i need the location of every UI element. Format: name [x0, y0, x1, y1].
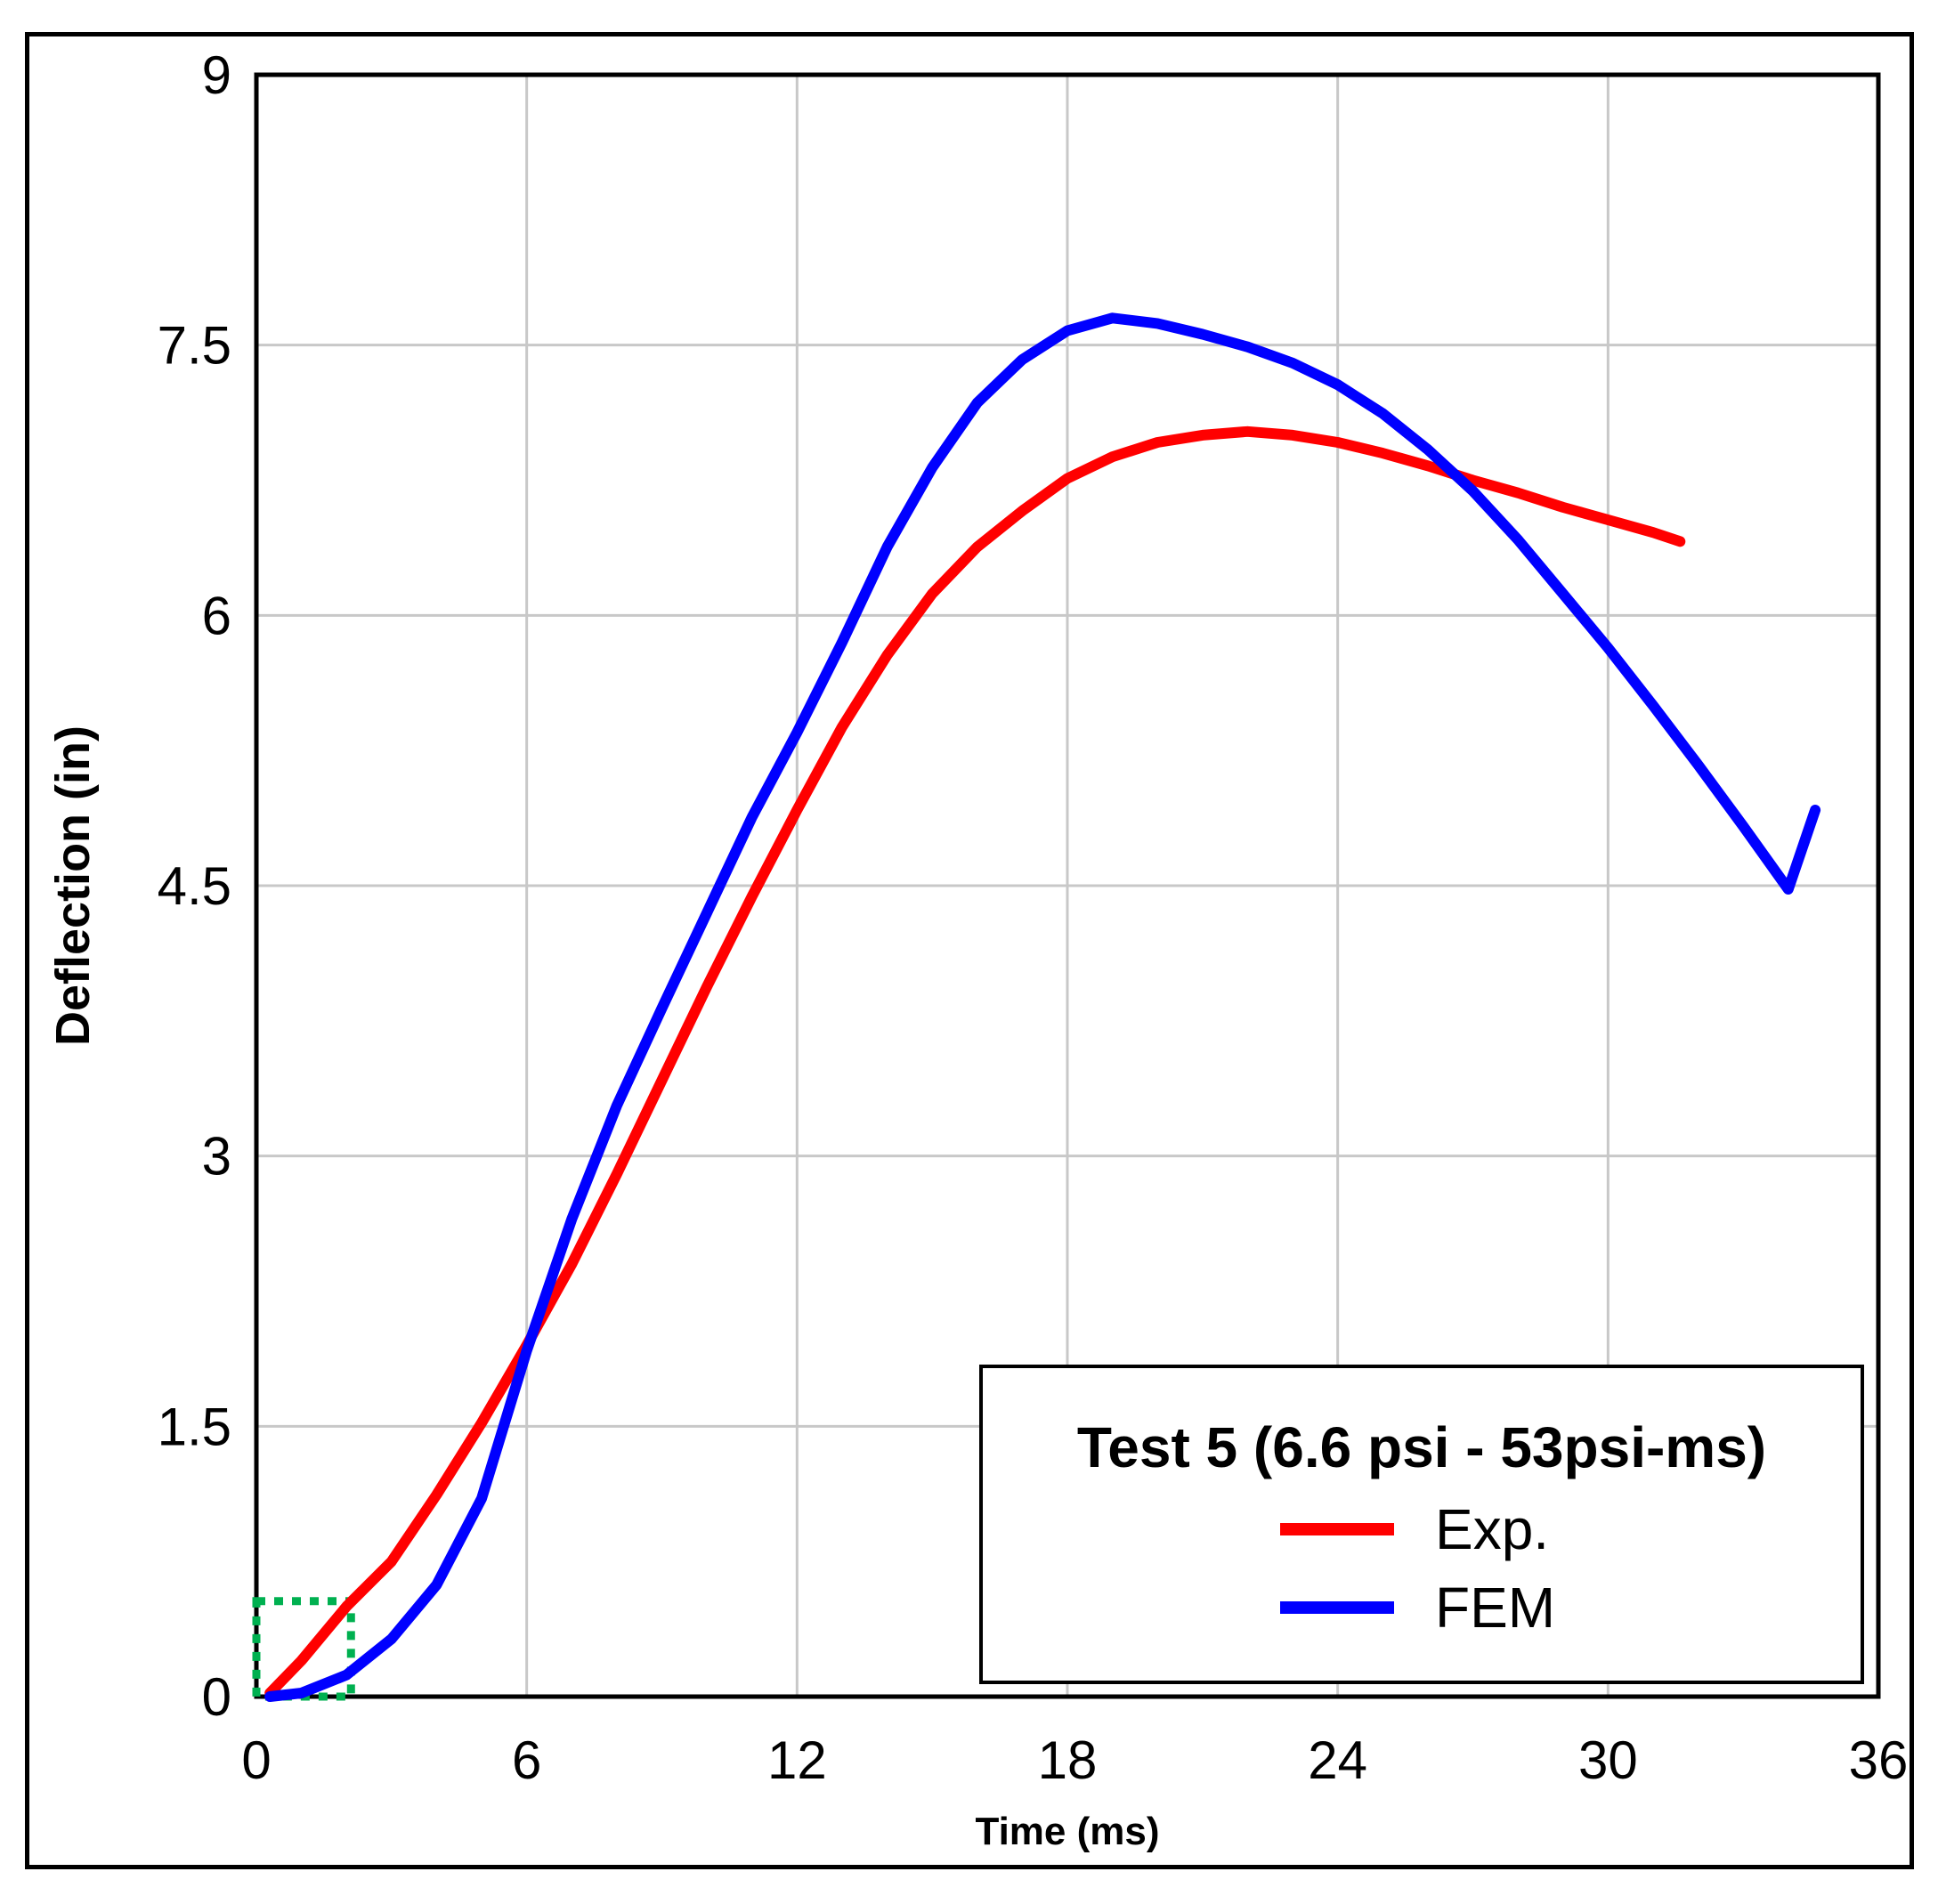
x-axis-title: Time (ms)	[975, 1810, 1159, 1853]
y-tick-label: 9	[202, 45, 231, 105]
x-tick-label: 24	[1308, 1730, 1367, 1790]
series-layer	[264, 312, 1821, 1702]
x-tick-label: 12	[767, 1730, 827, 1790]
plot-area-border	[254, 72, 1881, 1699]
y-tick-label: 6	[202, 586, 231, 645]
figure-frame	[25, 32, 1914, 1869]
x-tick-label: 6	[512, 1730, 541, 1790]
y-tick-label: 3	[202, 1127, 231, 1187]
series-line-fem	[264, 312, 1821, 1702]
x-tick-label: 18	[1038, 1730, 1098, 1790]
legend: Test 5 (6.6 psi - 53psi-ms) Exp. FEM	[979, 1365, 1864, 1684]
y-tick-label: 7.5	[158, 316, 231, 376]
x-tick-label: 30	[1578, 1730, 1638, 1790]
x-tick-label: 36	[1849, 1730, 1909, 1790]
y-tick-label: 0	[202, 1667, 231, 1727]
y-tick-label: 4.5	[158, 856, 231, 916]
tick-labels: 0 6 12 18 24 30 36 0 1.5 3 4.5 6 7.5 9	[158, 45, 1909, 1790]
x-tick-label: 0	[241, 1730, 271, 1790]
legend-label: Exp.	[1435, 1497, 1549, 1561]
legend-label: FEM	[1435, 1576, 1555, 1640]
legend-box	[979, 1365, 1864, 1684]
legend-entries: Exp. FEM	[1280, 1497, 1555, 1640]
legend-title: Test 5 (6.6 psi - 53psi-ms)	[1077, 1415, 1766, 1479]
y-tick-label: 1.5	[158, 1397, 231, 1456]
y-axis-title: Deflection (in)	[46, 725, 100, 1046]
